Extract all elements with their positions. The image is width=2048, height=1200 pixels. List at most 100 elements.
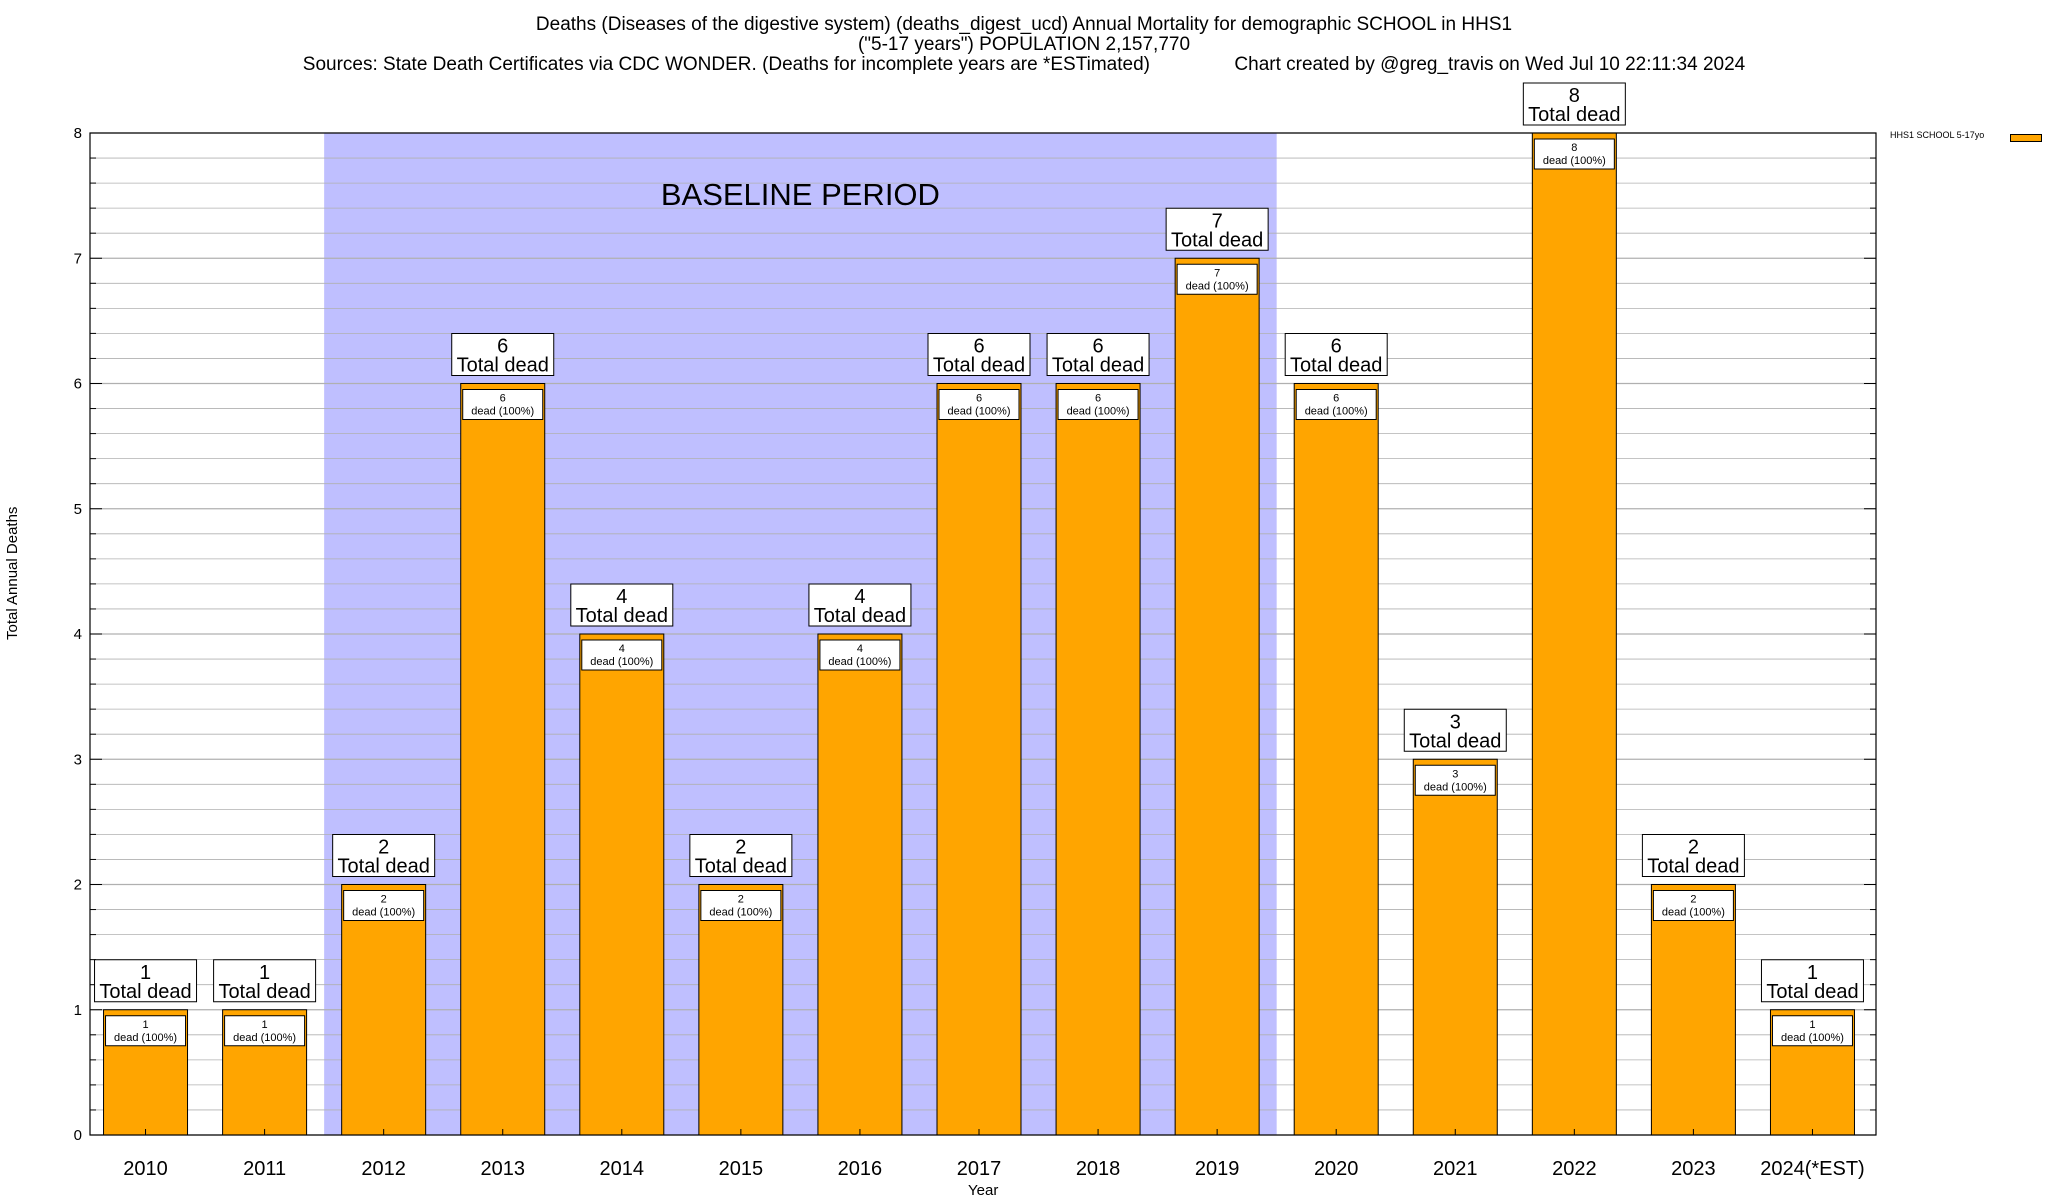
x-tick-label: 2017 <box>957 1158 1002 1180</box>
y-tick-label: 7 <box>74 250 82 267</box>
bar-inner-label-box <box>1295 389 1377 420</box>
bar-inner-label-box <box>1771 1015 1853 1047</box>
bar <box>1293 383 1379 1136</box>
x-tick-label: 2012 <box>361 1158 406 1180</box>
bar-inner-label-box <box>700 890 782 921</box>
bar-total-value: 8 <box>1569 85 1580 107</box>
bar-total-label: Total dead <box>576 605 668 627</box>
bar <box>936 383 1022 1136</box>
bar-inner-label: dead (100%) <box>828 656 891 668</box>
bar-total-label: Total dead <box>457 355 549 377</box>
bar-inner-value: 4 <box>619 643 625 655</box>
bar <box>817 633 903 1136</box>
bar-inner-label-box <box>224 1015 306 1047</box>
bar-total-label-box <box>1760 959 1864 1003</box>
bar-inner-label: dead (100%) <box>590 656 653 668</box>
bar-total-label: Total dead <box>1766 981 1858 1003</box>
bar-inner-value: 2 <box>1690 894 1696 906</box>
bar-total-label-box <box>94 959 198 1003</box>
bar-inner-label-box <box>343 890 425 921</box>
bar-total-label-box <box>1522 82 1626 126</box>
bar-total-value: 2 <box>378 837 389 859</box>
bar-inner-label-box <box>819 639 901 671</box>
bar-inner-label: dead (100%) <box>1186 280 1249 292</box>
chart-title-line-2: ("5-17 years") POPULATION 2,157,770 <box>857 34 1191 55</box>
bar-total-value: 2 <box>735 837 746 859</box>
bar-total-value: 6 <box>1331 336 1342 358</box>
bar-inner-value: 1 <box>142 1019 148 1031</box>
bar-total-value: 4 <box>854 586 865 608</box>
bar <box>1531 132 1617 1136</box>
bar-inner-label: dead (100%) <box>1662 907 1725 919</box>
bar <box>579 633 665 1136</box>
bar-total-value: 3 <box>1450 711 1461 733</box>
bar-inner-label-box <box>1533 138 1615 170</box>
bar-total-value: 1 <box>140 962 151 984</box>
bar-total-label: Total dead <box>218 981 310 1003</box>
x-tick-label: 2013 <box>480 1158 525 1180</box>
bar-total-label-box <box>1046 333 1150 376</box>
plot-frame <box>89 132 1877 1136</box>
bar-total-value: 6 <box>497 336 508 358</box>
y-tick-label: 3 <box>74 751 82 768</box>
bar <box>1650 884 1736 1136</box>
bar-inner-label-box <box>1414 764 1496 796</box>
bar-inner-value: 3 <box>1452 768 1458 780</box>
bar-inner-label: dead (100%) <box>709 907 772 919</box>
bar-inner-value: 6 <box>1333 393 1339 405</box>
chart-title-line-1: Deaths (Diseases of the digestive system… <box>535 14 1513 35</box>
bar-inner-label: dead (100%) <box>352 907 415 919</box>
bar-inner-value: 6 <box>1095 393 1101 405</box>
bar-total-label-box <box>927 333 1031 376</box>
x-tick-label: 2020 <box>1314 1158 1359 1180</box>
bar-inner-value: 4 <box>857 643 863 655</box>
bar <box>698 884 784 1136</box>
x-tick-label: 2011 <box>243 1158 286 1180</box>
bar-inner-value: 6 <box>500 393 506 405</box>
bar-inner-label-box <box>105 1015 187 1047</box>
bar <box>1412 758 1498 1136</box>
bar-inner-label: dead (100%) <box>114 1032 177 1044</box>
y-tick-label: 0 <box>74 1127 82 1144</box>
bar-inner-value: 2 <box>381 894 387 906</box>
bar-inner-value: 6 <box>976 393 982 405</box>
bar-inner-value: 7 <box>1214 267 1220 279</box>
bar-total-label-box <box>451 333 555 376</box>
x-tick-label: 2021 <box>1433 1158 1478 1180</box>
x-tick-label: 2014 <box>600 1158 645 1180</box>
bar-inner-label-box <box>1176 263 1258 295</box>
bar-total-label-box <box>570 583 674 627</box>
bar-total-value: 7 <box>1212 210 1223 232</box>
bar-total-label-box <box>1403 708 1507 752</box>
bar-total-value: 1 <box>1807 962 1818 984</box>
legend-label: HHS1 SCHOOL 5-17yo <box>1890 130 1985 140</box>
bar <box>460 383 546 1136</box>
x-tick-label: 2023 <box>1671 1158 1716 1180</box>
x-tick-label: 2022 <box>1552 1158 1597 1180</box>
bar-inner-label: dead (100%) <box>471 406 534 418</box>
bar-total-label: Total dead <box>695 856 787 878</box>
x-tick-label: 2015 <box>719 1158 764 1180</box>
bar-total-label-box <box>1641 834 1745 877</box>
bar-inner-label-box <box>462 389 544 420</box>
bar-total-label: Total dead <box>1290 355 1382 377</box>
y-tick-label: 2 <box>74 877 82 894</box>
bar-total-value: 1 <box>259 962 270 984</box>
bar-total-label: Total dead <box>1052 355 1144 377</box>
bar-inner-label: dead (100%) <box>1424 781 1487 793</box>
bar-total-label-box <box>332 834 436 877</box>
bar <box>1174 257 1260 1136</box>
bar-total-label: Total dead <box>1409 730 1501 752</box>
bar-total-label-box <box>808 583 912 627</box>
bar <box>341 884 427 1136</box>
y-tick-label: 6 <box>74 376 82 393</box>
bar-inner-value: 8 <box>1571 142 1577 154</box>
y-tick-label: 1 <box>74 1002 82 1019</box>
bar-inner-label: dead (100%) <box>233 1032 296 1044</box>
bar-inner-value: 1 <box>1809 1019 1815 1031</box>
bar-total-value: 6 <box>973 336 984 358</box>
bar-total-label: Total dead <box>1647 856 1739 878</box>
bar-inner-label-box <box>1652 890 1734 921</box>
x-tick-label: 2010 <box>123 1158 168 1180</box>
